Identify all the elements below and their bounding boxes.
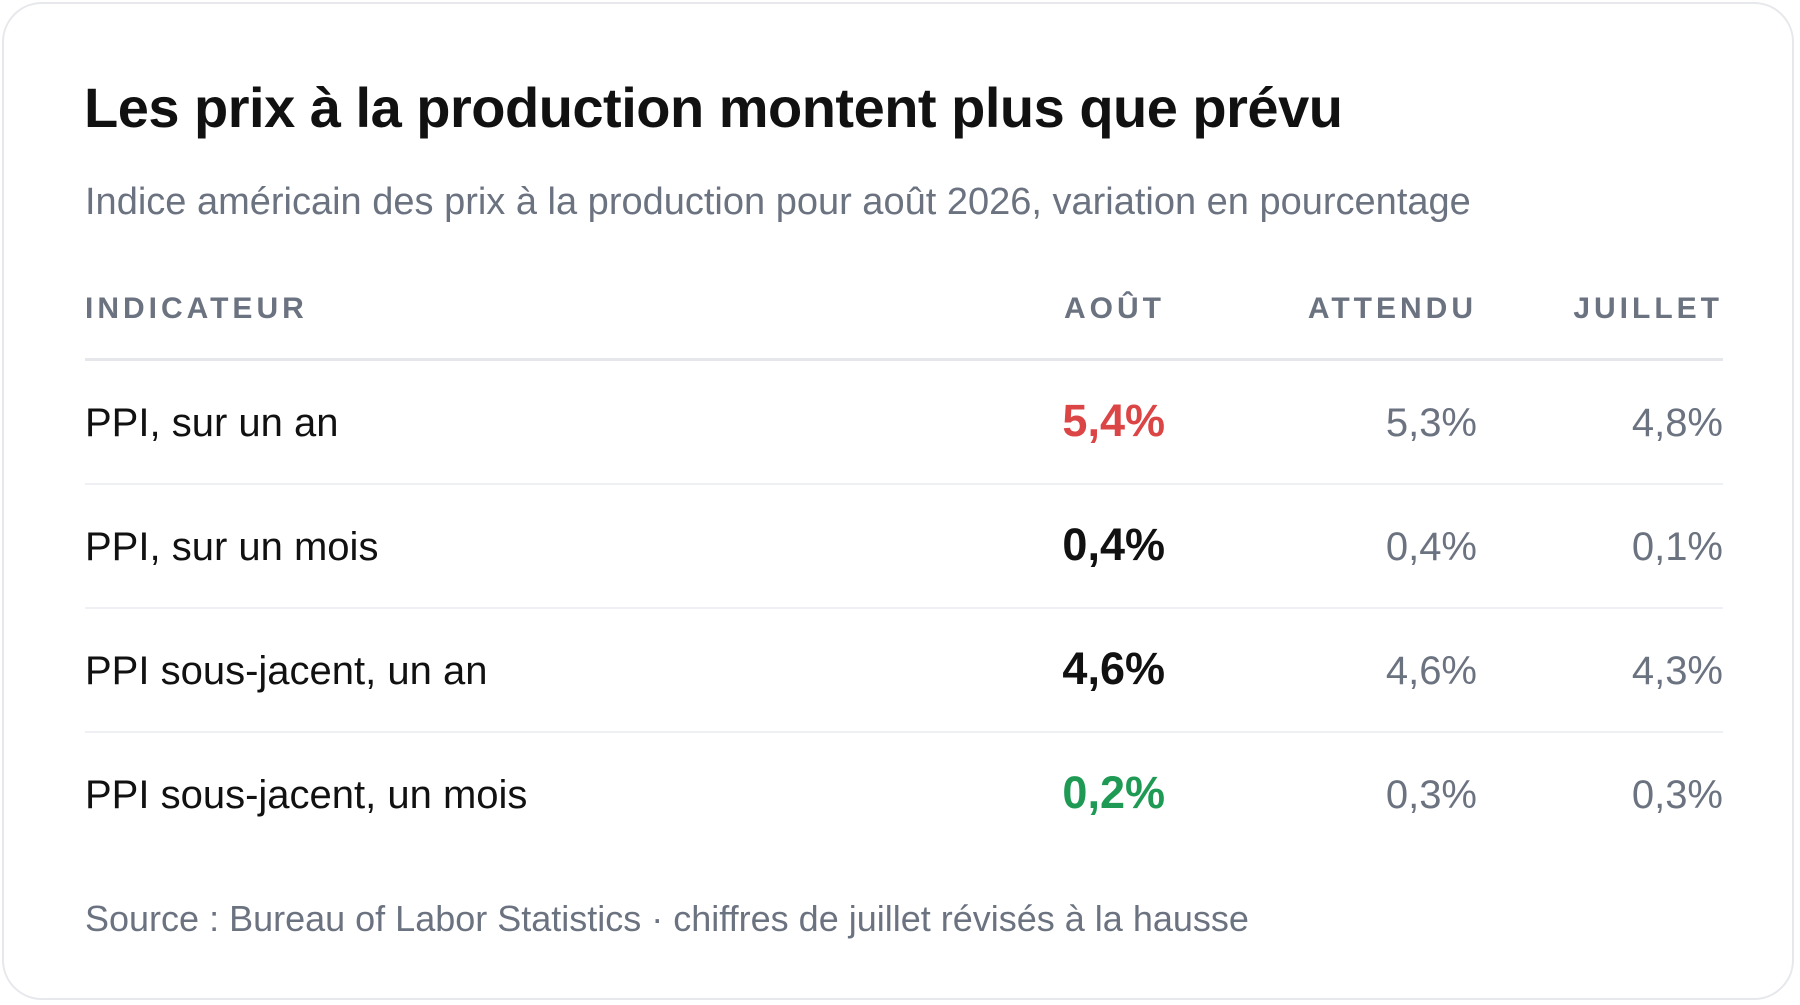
august-value: 4,6% (1062, 643, 1165, 694)
table-row: PPI sous-jacent, un an 4,6% 4,6% 4,3% (85, 609, 1723, 733)
indicator-name: PPI sous-jacent, un an (85, 649, 488, 693)
column-header-august: AOÛT (1064, 292, 1165, 325)
august-value: 5,4% (1062, 395, 1165, 446)
july-value: 4,3% (1631, 649, 1723, 693)
july-value: 0,3% (1631, 773, 1723, 817)
august-value: 0,2% (1062, 767, 1165, 818)
indicator-name: PPI sous-jacent, un mois (85, 773, 528, 817)
source-note: Source : Bureau of Labor Statistics · ch… (85, 898, 1249, 939)
indicator-name: PPI, sur un mois (85, 525, 379, 569)
expected-value: 4,6% (1385, 649, 1477, 693)
table-row: PPI, sur un mois 0,4% 0,4% 0,1% (85, 485, 1723, 609)
table-row: PPI, sur un an 5,4% 5,3% 4,8% (85, 361, 1723, 485)
page-subtitle: Indice américain des prix à la productio… (85, 181, 1471, 223)
july-value: 0,1% (1631, 525, 1723, 569)
table-header: INDICATEUR AOÛT ATTENDU JUILLET (85, 274, 1723, 361)
august-value: 0,4% (1062, 519, 1165, 570)
ppi-table: INDICATEUR AOÛT ATTENDU JUILLET PPI, sur… (85, 274, 1723, 855)
table-row: PPI sous-jacent, un mois 0,2% 0,3% 0,3% (85, 733, 1723, 855)
column-header-july: JUILLET (1573, 292, 1723, 325)
column-header-indicator: INDICATEUR (85, 292, 308, 325)
july-value: 4,8% (1631, 401, 1723, 445)
indicator-name: PPI, sur un an (85, 401, 339, 445)
column-header-expected: ATTENDU (1307, 292, 1477, 325)
expected-value: 0,4% (1385, 525, 1477, 569)
page-title: Les prix à la production montent plus qu… (84, 76, 1343, 139)
expected-value: 5,3% (1385, 401, 1477, 445)
expected-value: 0,3% (1385, 773, 1477, 817)
